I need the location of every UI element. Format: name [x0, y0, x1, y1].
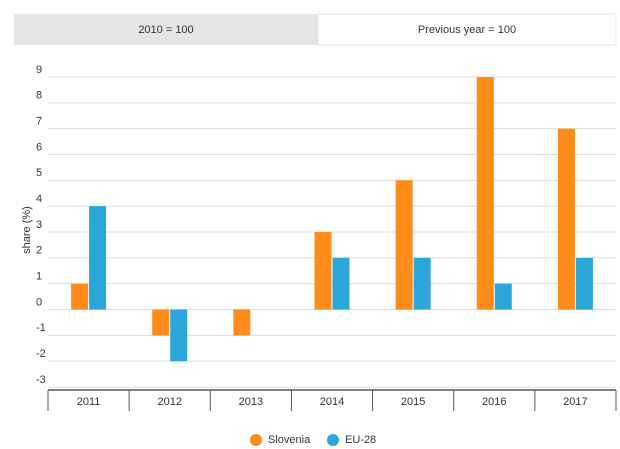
- y-tick-label: 8: [36, 90, 42, 102]
- y-tick-label: 6: [36, 141, 42, 153]
- x-tick-label: 2017: [563, 396, 587, 408]
- bar: [575, 257, 593, 310]
- x-tick-label: 2012: [157, 396, 181, 408]
- y-tick-label: 1: [36, 271, 42, 283]
- bar: [233, 309, 251, 336]
- bar: [557, 128, 575, 310]
- bar: [476, 77, 494, 310]
- bar: [152, 309, 170, 336]
- tab[interactable]: Previous year = 100: [418, 24, 516, 36]
- x-tick-label: 2014: [320, 396, 344, 408]
- y-tick-label: 5: [36, 167, 42, 179]
- bar: [332, 257, 350, 310]
- bar: [395, 180, 413, 310]
- x-tick-label: 2013: [239, 396, 263, 408]
- x-tick-label: 2015: [401, 396, 425, 408]
- y-tick-label: 0: [36, 296, 42, 308]
- y-tick-label: 2: [36, 245, 42, 257]
- y-tick-label: -1: [36, 322, 46, 334]
- bar: [314, 232, 332, 310]
- tab-bg[interactable]: [14, 14, 318, 45]
- y-tick-label: -2: [36, 348, 46, 360]
- y-axis-label: share (%): [21, 206, 33, 254]
- bar: [71, 283, 89, 310]
- y-tick-label: 3: [36, 219, 42, 231]
- legend-swatch: [327, 434, 339, 446]
- x-tick-label: 2011: [77, 396, 101, 408]
- tab[interactable]: 2010 = 100: [138, 24, 193, 36]
- legend-label: EU-28: [345, 434, 376, 446]
- y-tick-label: 9: [36, 64, 42, 76]
- legend-swatch: [250, 434, 262, 446]
- y-tick-label: 4: [36, 193, 42, 205]
- tab-bg[interactable]: [317, 13, 617, 46]
- bar: [89, 206, 107, 310]
- y-tick-label: -3: [36, 374, 46, 386]
- bar: [170, 309, 188, 362]
- bar: [494, 283, 512, 310]
- legend-label: Slovenia: [268, 434, 311, 446]
- y-tick-label: 7: [36, 116, 42, 128]
- bar: [413, 257, 431, 310]
- x-tick-label: 2016: [482, 396, 506, 408]
